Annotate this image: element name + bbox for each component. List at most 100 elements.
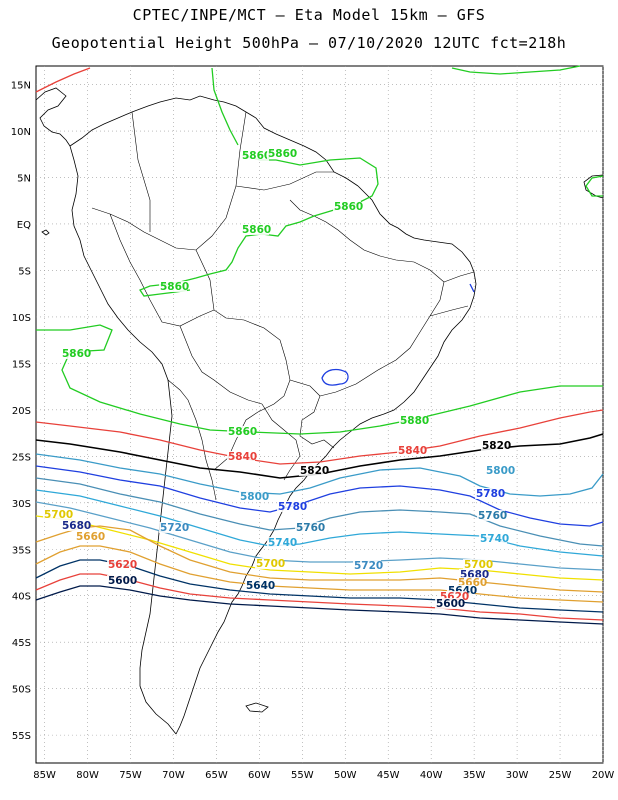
latitude-label: 10S <box>12 313 31 324</box>
latitude-label: 15S <box>12 359 31 370</box>
contour-label: 5700 <box>44 509 73 521</box>
contour-label: 5620 <box>108 559 137 571</box>
contour-5860-right <box>585 175 604 197</box>
longitude-label: 80W <box>76 770 99 781</box>
contour-label-bg <box>267 537 295 548</box>
longitude-label: 60W <box>248 770 271 781</box>
longitude-label: 50W <box>334 770 357 781</box>
latitude-label: 20S <box>12 406 31 417</box>
brazil-coast <box>175 185 477 735</box>
contour-label-bg <box>457 577 485 588</box>
longitude-label: 25W <box>549 770 572 781</box>
contour-label-bg <box>399 415 427 426</box>
contour-label-bg <box>479 533 507 544</box>
contour-label-bg <box>447 585 475 596</box>
contour-label-bg <box>241 224 269 235</box>
contour-label: 5840 <box>398 445 427 457</box>
contour-label: 5860 <box>160 281 189 293</box>
latitude-label: EQ <box>17 220 31 231</box>
contour-label-bg <box>477 510 505 521</box>
central-america-coast <box>35 87 71 147</box>
contour-label: 5860 <box>242 150 271 162</box>
longitude-label: 40W <box>420 770 443 781</box>
latitude-label: 40S <box>12 592 31 603</box>
contour-5780 <box>35 465 604 527</box>
contour-5860-north <box>139 154 379 297</box>
contour-label: 5800 <box>240 491 269 503</box>
contour-5800 <box>35 453 604 497</box>
contour-5880 <box>36 324 603 435</box>
contour-label-bg <box>485 465 513 476</box>
contour-label: 5640 <box>246 580 275 592</box>
contour-label: 5700 <box>464 559 493 571</box>
contour-label-bg <box>159 522 187 533</box>
contour-label-bg <box>245 580 273 591</box>
longitude-label: 65W <box>205 770 228 781</box>
contour-label-bg <box>43 509 71 520</box>
latitude-label: 50S <box>12 685 31 696</box>
contour-label-bg <box>107 575 135 586</box>
contour-5860-northeast <box>469 283 475 293</box>
map-subtitle: Geopotential Height 500hPa – 07/10/2020 … <box>51 34 567 52</box>
contour-label: 5860 <box>242 224 271 236</box>
map-frame <box>35 65 604 764</box>
galapagos <box>41 229 50 236</box>
contour-label-bg <box>459 569 487 580</box>
longitude-labels: 85W 80W 75W 70W 65W 60W 55W 50W 45W 40W 35W 30W 25W 2… <box>33 770 614 781</box>
contour-label-bg <box>267 148 295 159</box>
contour-label: 5680 <box>62 520 91 532</box>
contour-label-bg <box>475 488 503 499</box>
falklands <box>245 702 269 713</box>
latitude-label: 35S <box>12 545 31 556</box>
longitude-label: 20W <box>592 770 615 781</box>
contour-label: 5760 <box>478 510 507 522</box>
contour-label-bg <box>397 445 425 456</box>
contour-label-bg <box>159 281 187 292</box>
contour-label-bg <box>227 426 255 437</box>
contour-5840 <box>35 409 604 465</box>
contour-label-bg <box>277 501 305 512</box>
contour-label: 5700 <box>256 558 285 570</box>
contour-label: 5600 <box>108 575 137 587</box>
contour-label: 5860 <box>62 348 91 360</box>
contour-label-bg <box>295 522 323 533</box>
contour-label: 5780 <box>278 501 307 513</box>
contours <box>35 65 604 625</box>
contour-5600 <box>35 585 604 625</box>
contour-5640 <box>35 559 604 613</box>
contour-label: 5860 <box>228 426 257 438</box>
contour-label-bg <box>353 560 381 571</box>
contour-5860-top <box>451 65 581 75</box>
contour-label: 5860 <box>268 148 297 160</box>
latitude-label: 45S <box>12 638 31 649</box>
contour-label: 5660 <box>76 531 105 543</box>
longitude-label: 75W <box>119 770 142 781</box>
contour-5680 <box>35 525 604 593</box>
latitude-label: 15N <box>11 81 31 92</box>
contour-small-loop <box>321 368 349 386</box>
latitude-label: 25S <box>12 452 31 463</box>
contour-label-bg <box>241 150 269 161</box>
contour-label-bg <box>227 451 255 462</box>
contour-label-bg <box>463 559 491 570</box>
contour-label-bg <box>481 440 509 451</box>
contour-5700 <box>35 515 604 581</box>
longitude-label: 45W <box>377 770 400 781</box>
contour-label-bg <box>439 591 467 602</box>
latitude-label: 5N <box>17 174 31 185</box>
contour-label-bg <box>255 558 283 569</box>
contour-label-bg <box>107 559 135 570</box>
contour-label: 5880 <box>400 415 429 427</box>
longitude-label: 30W <box>506 770 529 781</box>
contour-5820 <box>35 433 604 479</box>
contour-5860-left <box>211 67 239 146</box>
north-coast <box>69 95 359 187</box>
longitude-label: 70W <box>162 770 185 781</box>
contour-label: 5780 <box>476 488 505 500</box>
contour-label: 5800 <box>486 465 515 477</box>
contour-label: 5820 <box>300 465 329 477</box>
contour-label: 5820 <box>482 440 511 452</box>
coastlines <box>35 87 604 735</box>
pacific-coast <box>69 145 177 735</box>
contour-label: 5840 <box>228 451 257 463</box>
